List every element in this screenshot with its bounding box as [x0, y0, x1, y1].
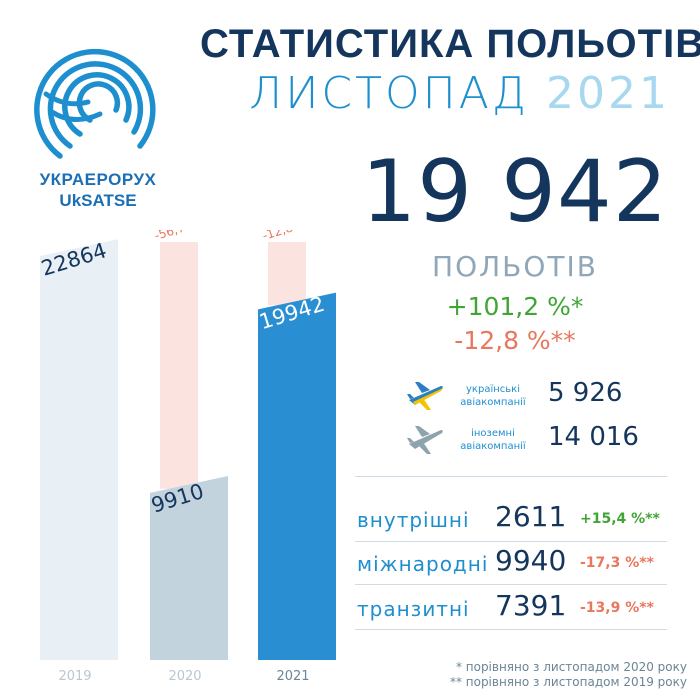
divider: [355, 584, 667, 585]
international-label: міжнародні: [357, 552, 489, 576]
bar-2021: [258, 292, 336, 660]
year-label: 2021: [546, 68, 670, 119]
logo-icon: [34, 48, 156, 159]
ukrainian-airlines-label: українські авіакомпанії: [460, 384, 526, 408]
bar-chart: 2286420199910-56,7**202019942-12,8%**202…: [38, 230, 336, 684]
total-flights-label: ПОЛЬОТІВ: [432, 250, 598, 283]
footnote-1: * порівняно з листопадом 2020 року: [455, 660, 687, 674]
month-label: ЛИСТОПАД: [249, 68, 530, 119]
page-subtitle: ЛИСТОПАД 2021: [200, 68, 670, 119]
year-label-2021: 2021: [276, 669, 309, 684]
year-label-2019: 2019: [58, 669, 91, 684]
domestic-change: +15,4 %**: [580, 511, 660, 527]
reference-bar-2021: [268, 242, 306, 306]
brand-name-en: UkSATSE: [59, 191, 137, 210]
footnote-2: ** порівняно з листопадом 2019 року: [449, 675, 687, 689]
domestic-value: 2611: [495, 500, 567, 533]
reference-bar-2020: [160, 242, 198, 489]
international-change: -17,3 %**: [580, 555, 654, 571]
foreign-airlines-label: іноземні авіакомпанії: [460, 428, 526, 452]
ukrainian-airlines-value: 5 926: [548, 378, 623, 408]
foreign-airlines-value: 14 016: [548, 422, 639, 452]
change-vs-2019: -12,8 %**: [454, 326, 576, 355]
airplane-icon: [407, 426, 443, 454]
divider: [355, 629, 667, 630]
divider: [355, 476, 667, 477]
bar-2020: [150, 476, 228, 660]
brand-name-ua: УКРАЕРОРУХ: [39, 170, 157, 189]
page-title: СТАТИСТИКА ПОЛЬОТІВ: [200, 22, 700, 66]
divider: [355, 541, 667, 542]
airplane-ukraine-flag-icon: [407, 382, 443, 410]
domestic-label: внутрішні: [357, 508, 470, 532]
year-label-2020: 2020: [168, 669, 201, 684]
total-flights-value: 19 942: [361, 142, 669, 242]
transit-label: транзитні: [357, 597, 470, 621]
bar-2019: [40, 239, 118, 660]
change-label-2020: -56,7**: [153, 230, 198, 243]
change-vs-2020: +101,2 %*: [446, 292, 584, 321]
international-value: 9940: [495, 544, 567, 577]
change-label-2021: -12,8%**: [261, 230, 317, 243]
transit-change: -13,9 %**: [580, 600, 654, 616]
transit-value: 7391: [495, 589, 567, 622]
